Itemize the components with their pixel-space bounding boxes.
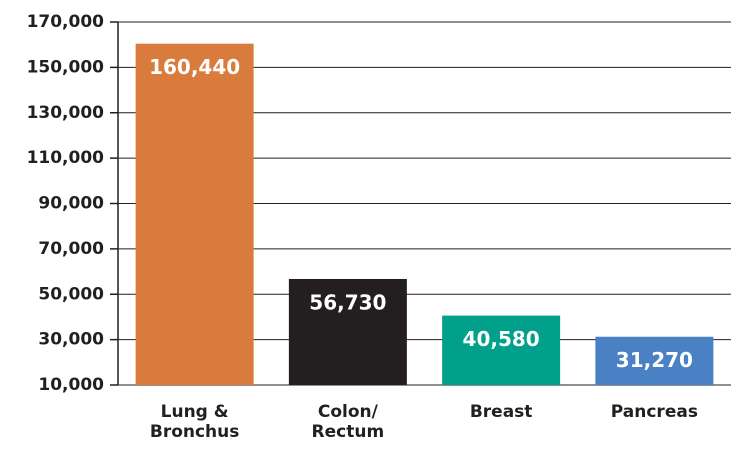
value-label: 31,270 [616,348,693,372]
value-label: 56,730 [309,290,386,314]
value-label: 160,440 [149,55,240,79]
x-tick-label: Breast [469,402,533,422]
value-label: 40,580 [463,327,540,351]
bar [288,278,407,385]
y-tick-label: 170,000 [27,12,105,32]
y-tick-label: 110,000 [27,148,105,168]
y-tick-label: 90,000 [38,194,104,214]
bar [442,315,561,385]
y-tick-label: 30,000 [38,330,104,350]
y-tick-label: 150,000 [27,57,105,77]
x-tick-label: Colon/ Rectum [311,402,385,442]
x-tick-label: Pancreas [610,402,698,422]
y-tick-label: 10,000 [38,375,104,395]
y-tick-label: 130,000 [27,103,105,123]
bar [135,43,254,386]
y-tick-label: 70,000 [38,239,104,259]
y-tick-label: 50,000 [38,284,104,304]
x-tick-label: Lung & Bronchus [149,402,240,442]
bar [595,336,714,385]
